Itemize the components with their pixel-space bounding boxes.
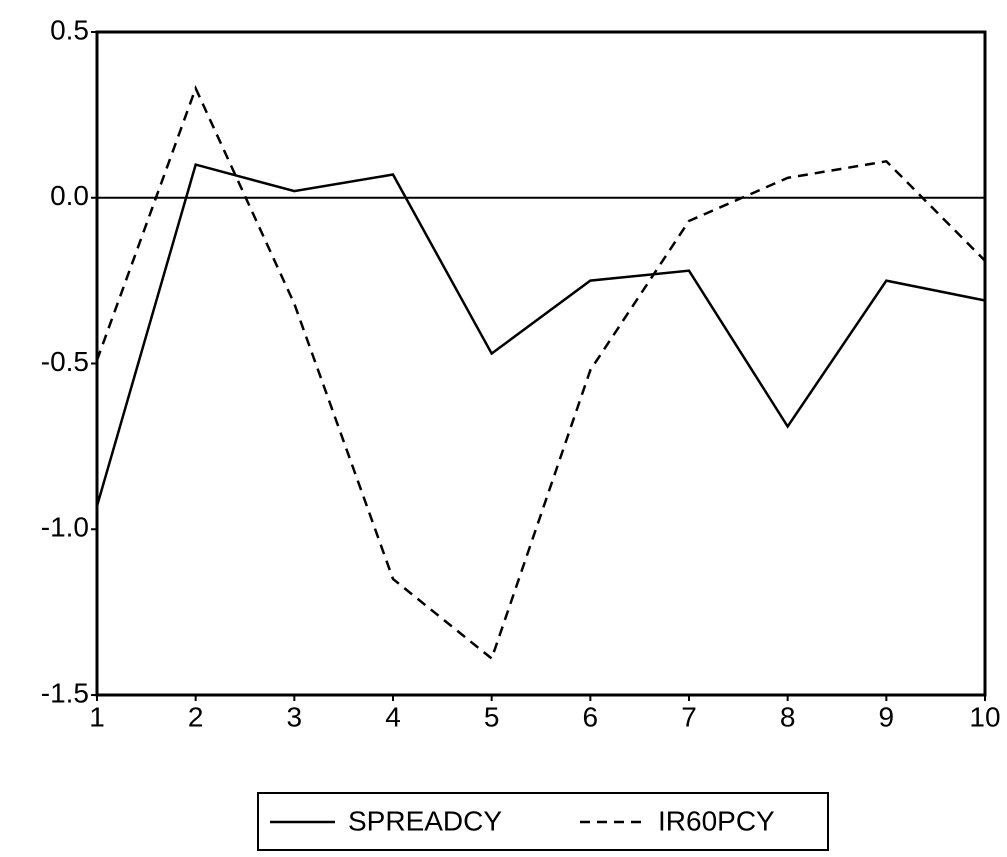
x-tick-label: 2 — [188, 701, 204, 732]
x-tick-label: 7 — [681, 701, 697, 732]
x-tick-label: 3 — [287, 701, 303, 732]
x-tick-label: 1 — [89, 701, 105, 732]
y-tick-label: -1.5 — [41, 677, 89, 708]
plot-frame — [95, 30, 987, 697]
legend-label: IR60PCY — [658, 805, 775, 836]
x-tick-label: 8 — [780, 701, 796, 732]
legend-label: SPREADCY — [348, 805, 502, 836]
x-tick-label: 6 — [583, 701, 599, 732]
x-tick-label: 10 — [969, 701, 1000, 732]
y-tick-label: 0.5 — [50, 14, 89, 45]
x-tick-label: 4 — [385, 701, 401, 732]
y-tick-label: -1.0 — [41, 512, 89, 543]
series-line — [95, 85, 986, 661]
y-tick-label: -0.5 — [41, 346, 89, 377]
legend-box — [257, 792, 829, 851]
x-tick-label: 9 — [879, 701, 895, 732]
x-tick-label: 5 — [484, 701, 500, 732]
series-line — [95, 163, 986, 507]
y-tick-label: 0.0 — [50, 180, 89, 211]
